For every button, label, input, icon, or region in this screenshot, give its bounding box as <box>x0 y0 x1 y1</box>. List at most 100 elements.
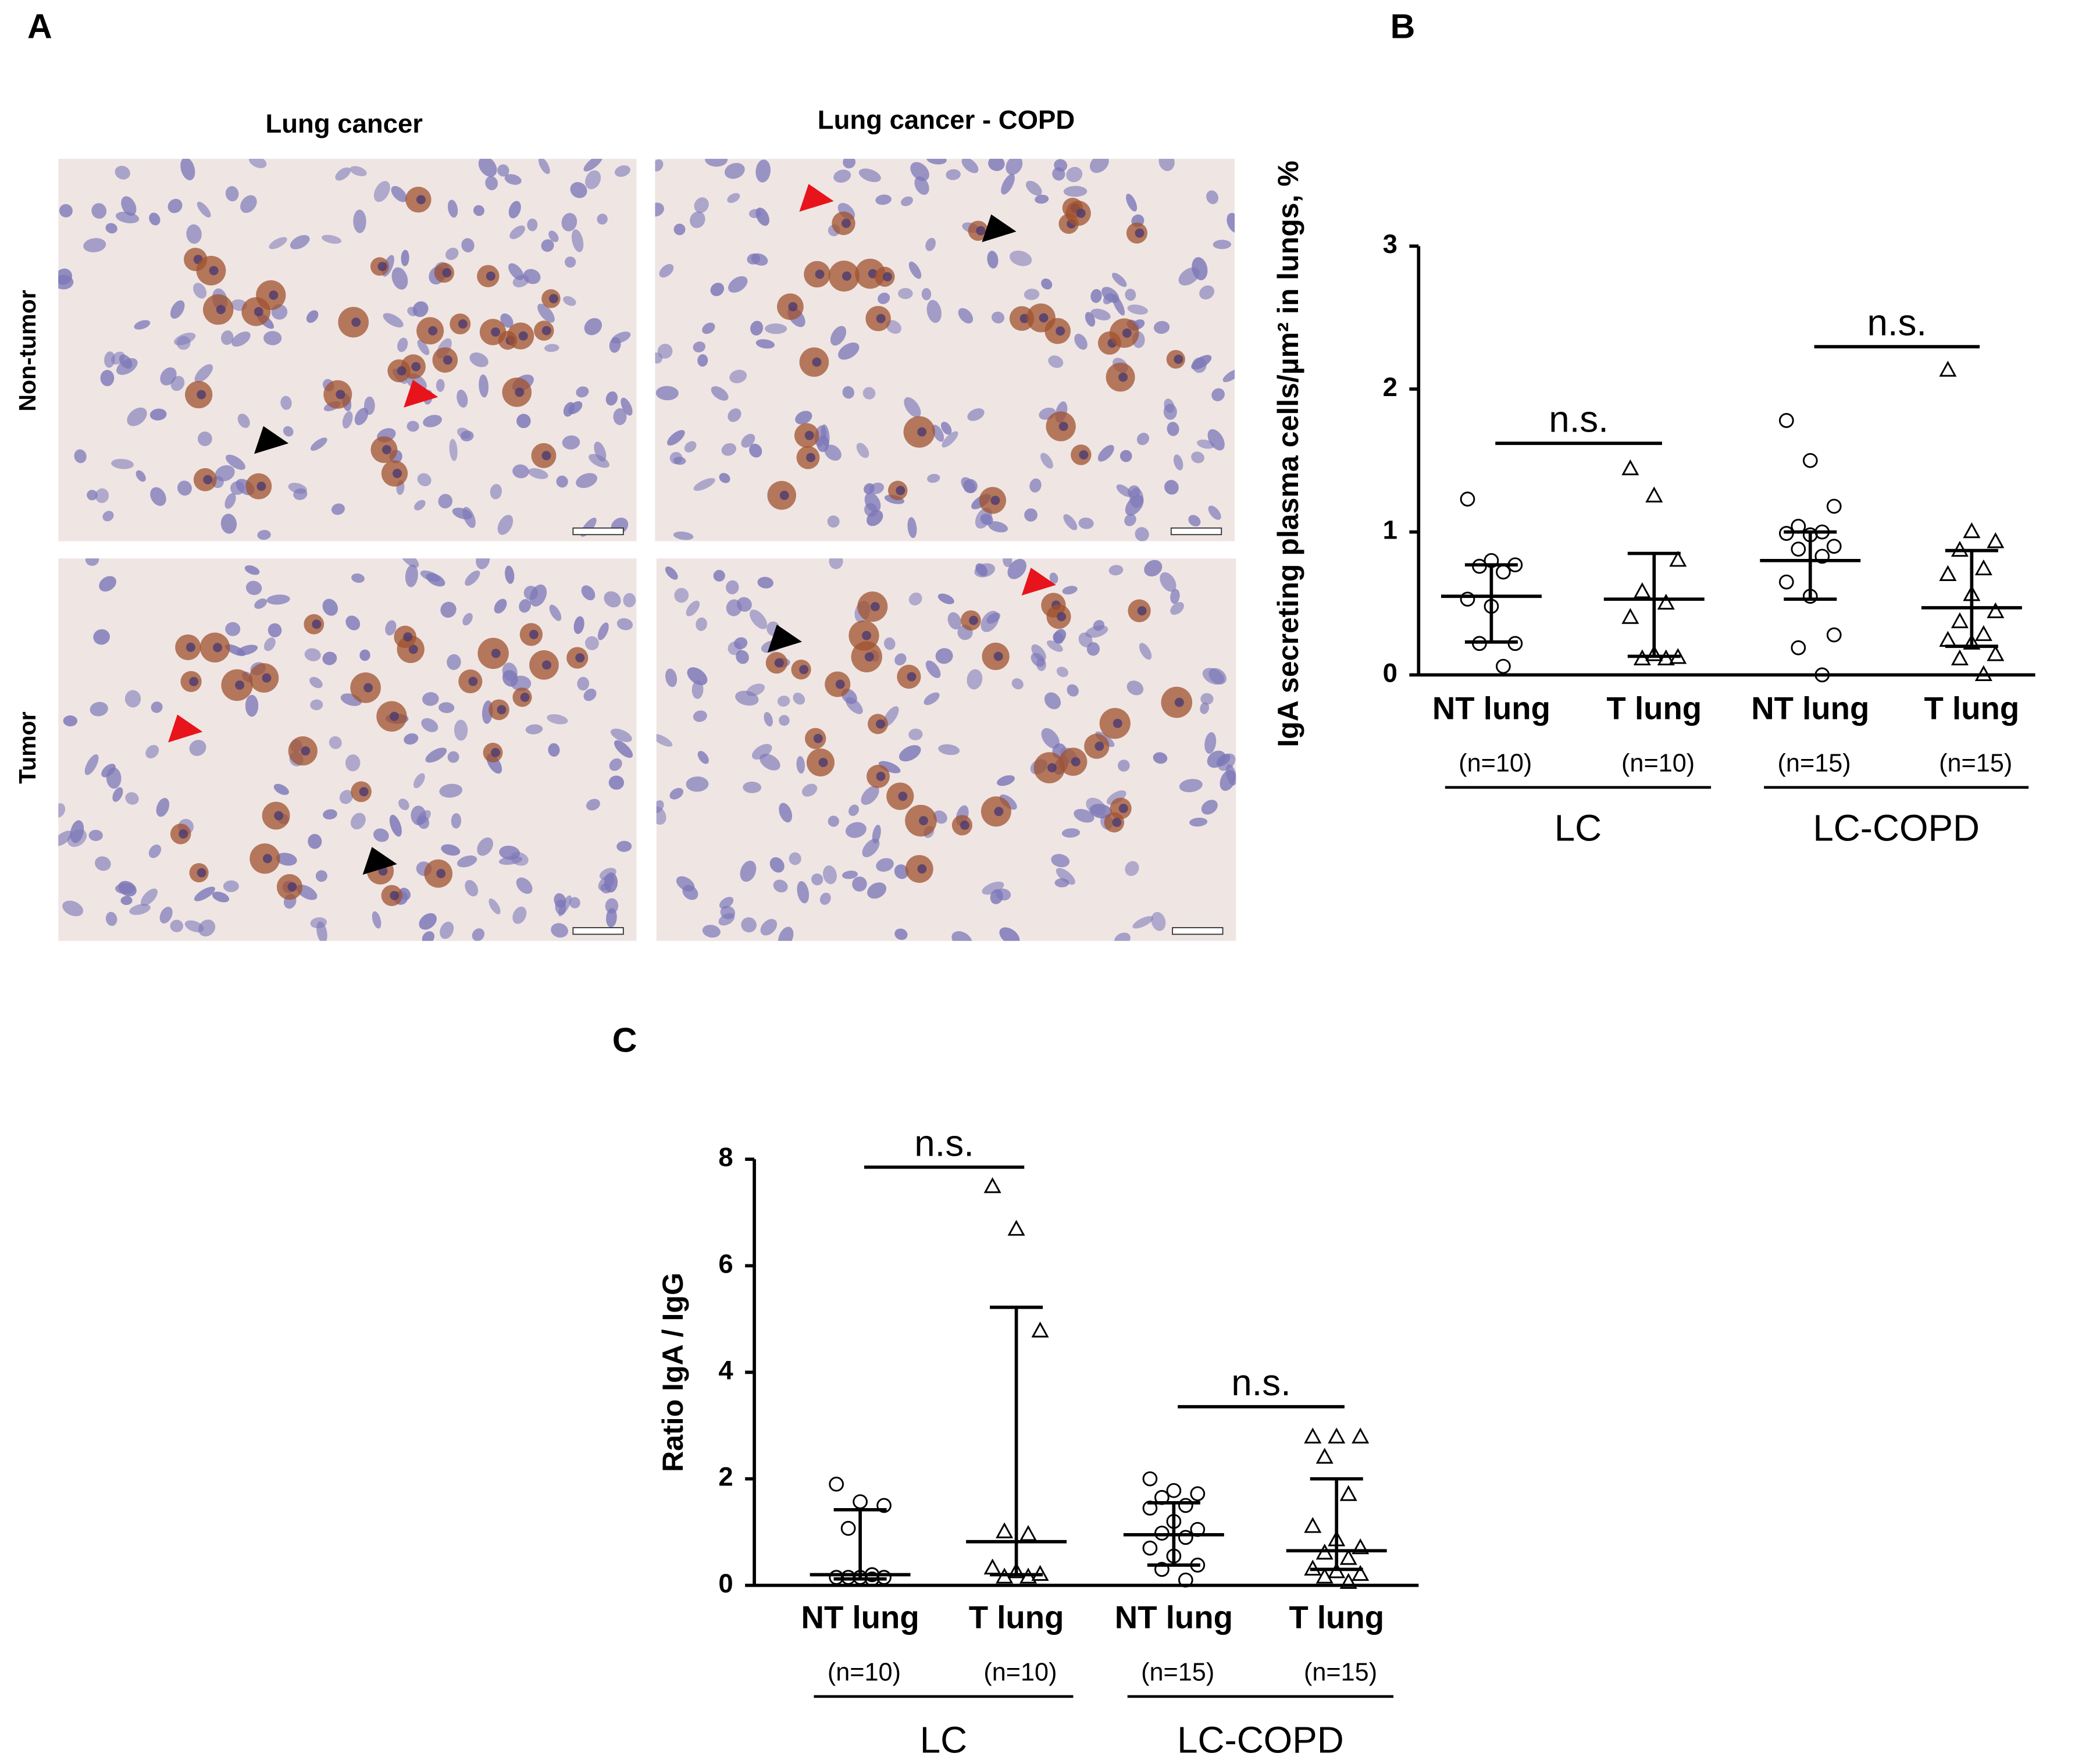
nucleus <box>422 931 435 941</box>
nucleus <box>621 397 633 416</box>
nucleus <box>112 787 123 802</box>
nucleus <box>397 337 408 352</box>
plasma-nucleus <box>842 271 851 281</box>
nucleus <box>414 500 426 511</box>
nucleus <box>925 660 941 678</box>
nucleus <box>1111 272 1127 287</box>
nucleus <box>1003 558 1012 567</box>
data-point <box>1974 625 1992 642</box>
data-point <box>1939 565 1957 581</box>
nucleus <box>556 475 568 488</box>
nucleus <box>734 637 748 650</box>
group-n: (n=10) <box>1621 750 1695 778</box>
nucleus <box>586 799 600 811</box>
data-point <box>1154 1562 1170 1577</box>
nucleus <box>490 484 502 500</box>
nucleus <box>447 199 458 218</box>
nucleus <box>1189 817 1208 827</box>
nucleus <box>473 205 484 216</box>
nucleus <box>119 354 133 369</box>
group-label: T lung <box>969 1599 1064 1635</box>
nucleus <box>508 201 521 219</box>
nucleus <box>990 889 1003 904</box>
nucleus <box>1063 514 1078 530</box>
nucleus <box>694 197 709 213</box>
nucleus <box>269 237 287 250</box>
nucleus <box>548 743 560 757</box>
plasma-nucleus <box>520 692 530 702</box>
nucleus <box>1128 485 1140 498</box>
nucleus <box>1090 289 1102 303</box>
nucleus <box>864 483 875 494</box>
nucleus <box>975 563 988 576</box>
nucleus <box>102 511 114 522</box>
data-point <box>1951 612 1969 629</box>
nucleus <box>961 159 979 173</box>
plasma-nucleus <box>363 683 373 693</box>
nucleus <box>254 598 268 609</box>
plasma-nucleus <box>541 326 551 336</box>
plasma-nucleus <box>515 387 525 397</box>
nucleus <box>942 431 958 448</box>
nucleus <box>769 857 785 873</box>
nucleus <box>926 159 947 165</box>
panel-label: A <box>27 7 52 46</box>
nucleus <box>1009 250 1032 266</box>
nucleus <box>937 593 954 604</box>
nucleus <box>584 636 599 650</box>
nucleus <box>1213 240 1232 250</box>
plasma-nucleus <box>917 864 927 874</box>
nucleus <box>472 928 485 941</box>
nucleus <box>827 515 840 528</box>
nucleus <box>1007 559 1026 579</box>
plasma-nucleus <box>799 665 809 675</box>
nucleus <box>720 906 736 920</box>
nucleus <box>223 880 239 892</box>
y-axis-title: Ratio IgA / IgG <box>657 1273 689 1472</box>
nucleus <box>1135 527 1149 541</box>
nucleus <box>961 477 976 493</box>
nucleus <box>225 454 245 470</box>
arrowhead <box>982 214 1017 243</box>
nucleus <box>947 612 962 630</box>
bracket-label: LC <box>1555 808 1602 849</box>
nucleus <box>1199 285 1215 300</box>
data-point <box>1339 1485 1357 1501</box>
nucleus <box>449 439 458 461</box>
plasma-nucleus <box>377 262 387 272</box>
nucleus <box>350 166 367 177</box>
nucleus <box>862 387 876 400</box>
nucleus <box>148 844 162 858</box>
nucleus <box>616 618 633 630</box>
nucleus <box>751 744 772 760</box>
nucleus <box>1048 355 1064 368</box>
plasma-nucleus <box>1112 818 1122 828</box>
nucleus <box>63 715 78 726</box>
nucleus <box>549 604 562 621</box>
nucleus <box>605 898 619 914</box>
nucleus <box>610 728 632 742</box>
nucleus <box>988 159 1005 172</box>
nucleus <box>339 790 354 804</box>
nucleus <box>1056 868 1075 885</box>
plasma-nucleus <box>990 496 1000 505</box>
nucleus <box>149 212 161 226</box>
plasma-nucleus <box>1137 606 1147 616</box>
nucleus <box>1127 304 1148 315</box>
plasma-nucleus <box>1094 742 1104 751</box>
data-point <box>1645 486 1663 503</box>
nucleus <box>1188 515 1201 527</box>
nucleus <box>512 464 529 479</box>
nucleus <box>1051 854 1070 868</box>
nucleus <box>899 745 921 762</box>
nucleus <box>748 209 761 218</box>
data-point <box>1963 522 1981 539</box>
data-point <box>1669 551 1687 567</box>
nucleus <box>85 558 99 566</box>
plasma-nucleus <box>994 807 1004 817</box>
nucleus <box>565 256 576 268</box>
nucleus <box>585 170 601 190</box>
nucleus <box>702 322 715 334</box>
nucleus <box>99 576 116 592</box>
nucleus <box>385 620 397 636</box>
